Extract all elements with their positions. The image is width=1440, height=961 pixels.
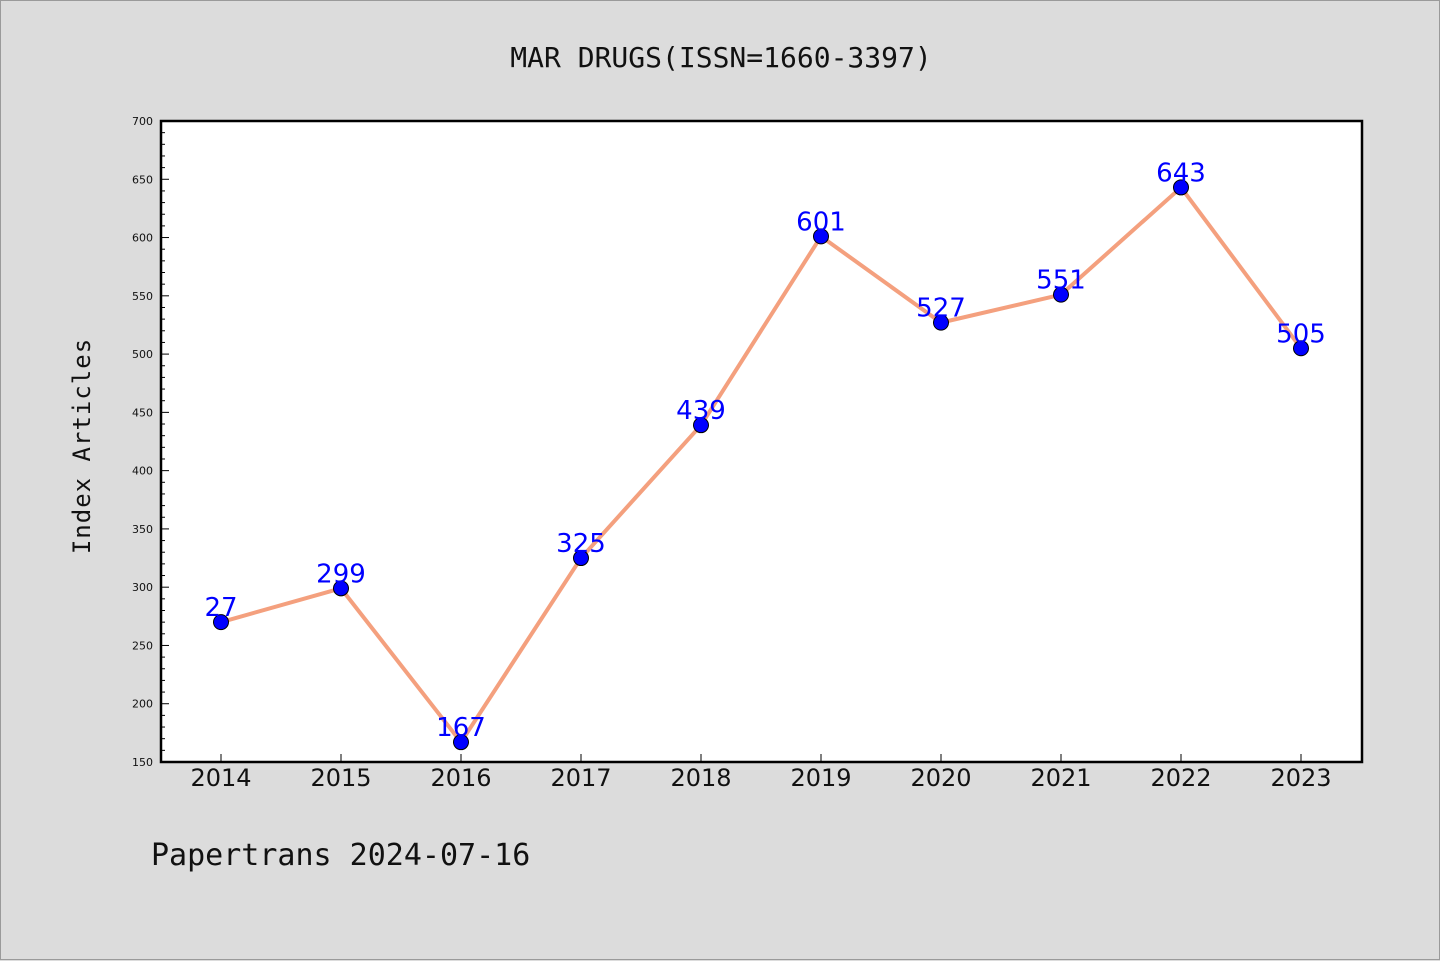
data-label: 325 bbox=[556, 529, 606, 559]
data-label: 27 bbox=[204, 593, 237, 623]
data-point bbox=[213, 614, 229, 631]
data-point bbox=[333, 580, 349, 597]
data-point bbox=[1053, 286, 1069, 303]
footer-watermark: Papertrans 2024-07-16 bbox=[151, 838, 530, 873]
x-tick-label: 2016 bbox=[430, 764, 491, 792]
data-label: 643 bbox=[1156, 158, 1206, 188]
x-tick-label: 2021 bbox=[1030, 764, 1091, 792]
x-tick-label: 2018 bbox=[670, 764, 731, 792]
y-tick-label: 150 bbox=[132, 756, 153, 769]
y-tick-label: 700 bbox=[132, 115, 153, 128]
y-tick-label: 350 bbox=[132, 523, 153, 536]
y-tick-label: 450 bbox=[132, 406, 153, 419]
y-tick-label: 600 bbox=[132, 232, 153, 245]
y-tick-label: 400 bbox=[132, 465, 153, 478]
data-label: 299 bbox=[316, 559, 366, 589]
y-tick-label: 250 bbox=[132, 639, 153, 652]
x-tick-label: 2015 bbox=[310, 764, 371, 792]
data-label: 527 bbox=[916, 294, 966, 324]
chart-title: MAR DRUGS(ISSN=1660-3397) bbox=[510, 41, 931, 74]
x-tick-label: 2017 bbox=[550, 764, 611, 792]
x-tick-label: 2014 bbox=[190, 764, 251, 792]
data-point bbox=[573, 550, 589, 567]
x-tick-label: 2023 bbox=[1270, 764, 1331, 792]
data-point bbox=[693, 417, 709, 434]
x-tick-label: 2019 bbox=[790, 764, 851, 792]
data-point bbox=[1293, 340, 1309, 357]
data-label: 439 bbox=[676, 396, 726, 426]
plot-frame bbox=[159, 119, 1364, 764]
y-axis-label: Index Articles bbox=[68, 338, 96, 554]
data-point bbox=[453, 734, 469, 751]
y-tick-label: 200 bbox=[132, 698, 153, 711]
y-axis: 150 200 250 300 350 400 450 500 550 600 650 700 bbox=[132, 115, 169, 769]
data-label: 601 bbox=[796, 207, 846, 237]
y-tick-label: 550 bbox=[132, 290, 153, 303]
data-label: 551 bbox=[1036, 266, 1086, 296]
x-axis: 2014 2015 2016 2017 2018 2019 2020 2021 2022 2023 bbox=[190, 754, 1332, 792]
data-series: 27 299 167 325 439 601 527 551 643 505 bbox=[204, 158, 1326, 751]
data-point bbox=[933, 314, 949, 331]
data-point bbox=[1173, 179, 1189, 196]
y-tick-label: 650 bbox=[132, 173, 153, 186]
data-label: 167 bbox=[436, 713, 486, 743]
x-tick-label: 2020 bbox=[910, 764, 971, 792]
x-tick-label: 2022 bbox=[1150, 764, 1211, 792]
data-point bbox=[813, 228, 829, 245]
data-label: 505 bbox=[1276, 319, 1326, 349]
y-tick-label: 300 bbox=[132, 581, 153, 594]
y-tick-label: 500 bbox=[132, 348, 153, 361]
series-line bbox=[219, 185, 1303, 745]
plot-area bbox=[161, 121, 1362, 762]
